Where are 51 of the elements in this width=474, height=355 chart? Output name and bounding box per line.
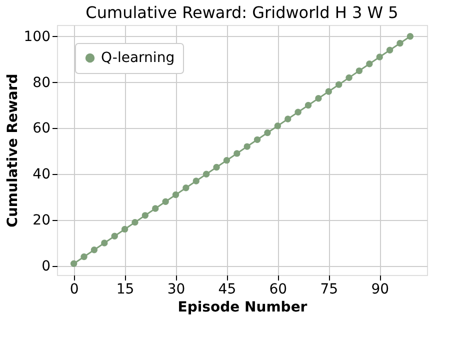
- x-tick-label: 30: [167, 282, 186, 298]
- point: [254, 136, 261, 144]
- point: [304, 102, 312, 109]
- y-tick-label: 20: [32, 212, 50, 229]
- point: [396, 40, 404, 47]
- point: [244, 143, 250, 150]
- x-tick-label: 60: [269, 282, 288, 298]
- point: [101, 240, 108, 246]
- point: [274, 122, 282, 130]
- point: [325, 88, 332, 95]
- point: [182, 184, 190, 192]
- point: [132, 218, 138, 226]
- point: [111, 232, 118, 240]
- point: [386, 46, 394, 54]
- legend-label: Q-learning: [101, 50, 175, 66]
- point: [192, 178, 200, 184]
- y-tick-label: 60: [32, 120, 50, 137]
- point: [80, 253, 88, 260]
- y-tick-label: 80: [32, 74, 50, 91]
- point: [356, 67, 363, 74]
- point: [121, 226, 128, 233]
- point: [172, 191, 180, 198]
- x-tick-label: 45: [218, 282, 236, 298]
- point: [202, 170, 210, 178]
- point: [152, 205, 159, 212]
- point: [213, 164, 220, 171]
- x-axis-title: Episode Number: [178, 300, 308, 316]
- point: [366, 60, 373, 68]
- x-tick-label: 90: [371, 282, 390, 298]
- x-tick-label: 75: [320, 282, 338, 298]
- point: [234, 150, 240, 157]
- point: [90, 246, 98, 254]
- point: [315, 95, 322, 102]
- point: [223, 156, 230, 164]
- x-tick-label: 15: [116, 282, 134, 298]
- chart-title: Cumulative Reward: Gridworld H 3 W 5: [86, 3, 398, 22]
- y-axis-title: Cumulative Reward: [4, 74, 21, 228]
- point: [70, 260, 78, 267]
- point: [294, 108, 302, 116]
- y-tick-label: 40: [32, 166, 50, 183]
- y-tick-label: 100: [24, 28, 50, 45]
- point: [376, 54, 383, 60]
- point: [142, 212, 149, 219]
- point: [406, 33, 414, 40]
- point: [335, 81, 342, 88]
- y-tick-label: 0: [42, 258, 50, 274]
- point: [162, 198, 169, 205]
- point: [346, 74, 352, 82]
- x-tick-label: 0: [70, 282, 79, 298]
- point: [284, 116, 292, 122]
- point: [264, 129, 271, 136]
